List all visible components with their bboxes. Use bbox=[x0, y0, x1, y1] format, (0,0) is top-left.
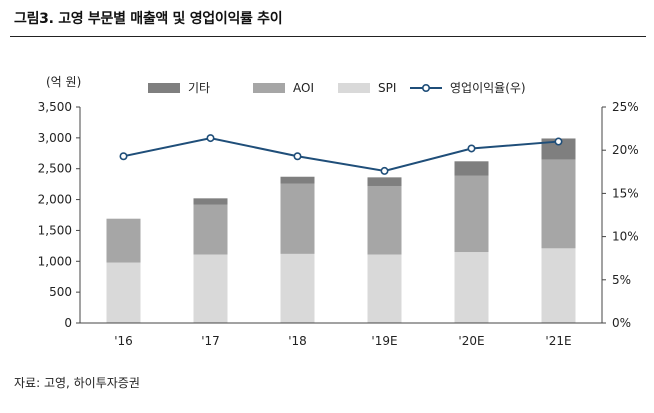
margin-point-19E bbox=[380, 166, 389, 175]
left-axis-tick-label: 500 bbox=[49, 285, 72, 299]
right-axis-tick-label: 15% bbox=[612, 186, 639, 200]
bar-AOI-20E bbox=[454, 175, 489, 253]
legend-marker bbox=[421, 84, 430, 93]
left-axis-tick-label: 3,000 bbox=[38, 131, 72, 145]
left-axis-tick-label: 0 bbox=[64, 316, 72, 330]
margin-point-20E bbox=[467, 144, 476, 153]
left-axis-tick-label: 1,500 bbox=[38, 223, 72, 237]
legend-label-3: 영업이익율(우) bbox=[450, 81, 526, 95]
left-axis-tick-label: 1,000 bbox=[38, 254, 72, 268]
right-axis-tick-label: 5% bbox=[612, 273, 631, 287]
x-axis: '16 '17 '18 '19E '20E '21E bbox=[80, 322, 602, 348]
right-axis-tick-label: 0% bbox=[612, 316, 631, 330]
x-axis-tick-label: '21E bbox=[545, 334, 571, 348]
margin-point-17 bbox=[206, 134, 215, 143]
bar-series bbox=[106, 138, 576, 323]
source-note: 자료: 고영, 하이투자증권 bbox=[14, 376, 140, 390]
bar-SPI-21E bbox=[541, 248, 576, 323]
x-axis-tick-label: '18 bbox=[288, 334, 307, 348]
bar-기타-19E bbox=[367, 177, 402, 186]
left-axis-tick-label: 3,500 bbox=[38, 100, 72, 114]
x-axis-tick-label: '19E bbox=[371, 334, 397, 348]
legend: 기타 AOI SPI 영업이익율(우) bbox=[148, 81, 526, 95]
x-axis-tick-label: '20E bbox=[458, 334, 484, 348]
bar-SPI-18 bbox=[280, 253, 315, 323]
bar-AOI-21E bbox=[541, 159, 576, 249]
legend-label-0: 기타 bbox=[188, 81, 210, 95]
x-axis-tick-label: '17 bbox=[201, 334, 220, 348]
bar-SPI-17 bbox=[193, 254, 228, 323]
bar-SPI-16 bbox=[106, 262, 141, 323]
bar-SPI-19E bbox=[367, 254, 402, 323]
bar-AOI-19E bbox=[367, 185, 402, 255]
margin-point-16 bbox=[119, 152, 128, 161]
bar-기타-21E bbox=[541, 138, 576, 160]
legend-label-1: AOI bbox=[293, 81, 314, 95]
right-axis-tick-label: 20% bbox=[612, 143, 639, 157]
y-axis-unit-label: (억 원) bbox=[46, 75, 81, 89]
revenue-margin-chart: (억 원) 기타 AOI SPI 영업이익율(우) 0 500 1,000 1,500 2,0… bbox=[38, 75, 639, 348]
bar-AOI-16 bbox=[106, 218, 141, 263]
bar-AOI-17 bbox=[193, 204, 228, 255]
margin-point-21E bbox=[554, 137, 563, 146]
margin-point-18 bbox=[293, 152, 302, 161]
left-axis-tick-label: 2,000 bbox=[38, 193, 72, 207]
legend-label-2: SPI bbox=[378, 81, 396, 95]
right-axis-tick-label: 10% bbox=[612, 230, 639, 244]
bar-기타-18 bbox=[280, 176, 315, 184]
legend-swatch-2 bbox=[338, 83, 370, 93]
bar-기타-20E bbox=[454, 161, 489, 176]
bar-SPI-20E bbox=[454, 252, 489, 323]
margin-line-series bbox=[119, 134, 563, 175]
bar-AOI-18 bbox=[280, 183, 315, 254]
x-axis-tick-label: '16 bbox=[114, 334, 133, 348]
margin-line bbox=[123, 137, 559, 172]
legend-swatch-1 bbox=[253, 83, 285, 93]
left-axis-tick-label: 2,500 bbox=[38, 162, 72, 176]
legend-swatch-0 bbox=[148, 83, 180, 93]
right-axis-tick-label: 25% bbox=[612, 100, 639, 114]
left-axis: 0 500 1,000 1,500 2,000 2,500 3,000 3,500 bbox=[38, 100, 81, 330]
title-divider bbox=[10, 36, 646, 37]
bar-기타-17 bbox=[193, 198, 228, 205]
right-axis: 0% 5% 10% 15% 20% 25% bbox=[601, 100, 639, 330]
figure-title: 그림3. 고영 부문별 매출액 및 영업이익률 추이 bbox=[14, 11, 283, 27]
